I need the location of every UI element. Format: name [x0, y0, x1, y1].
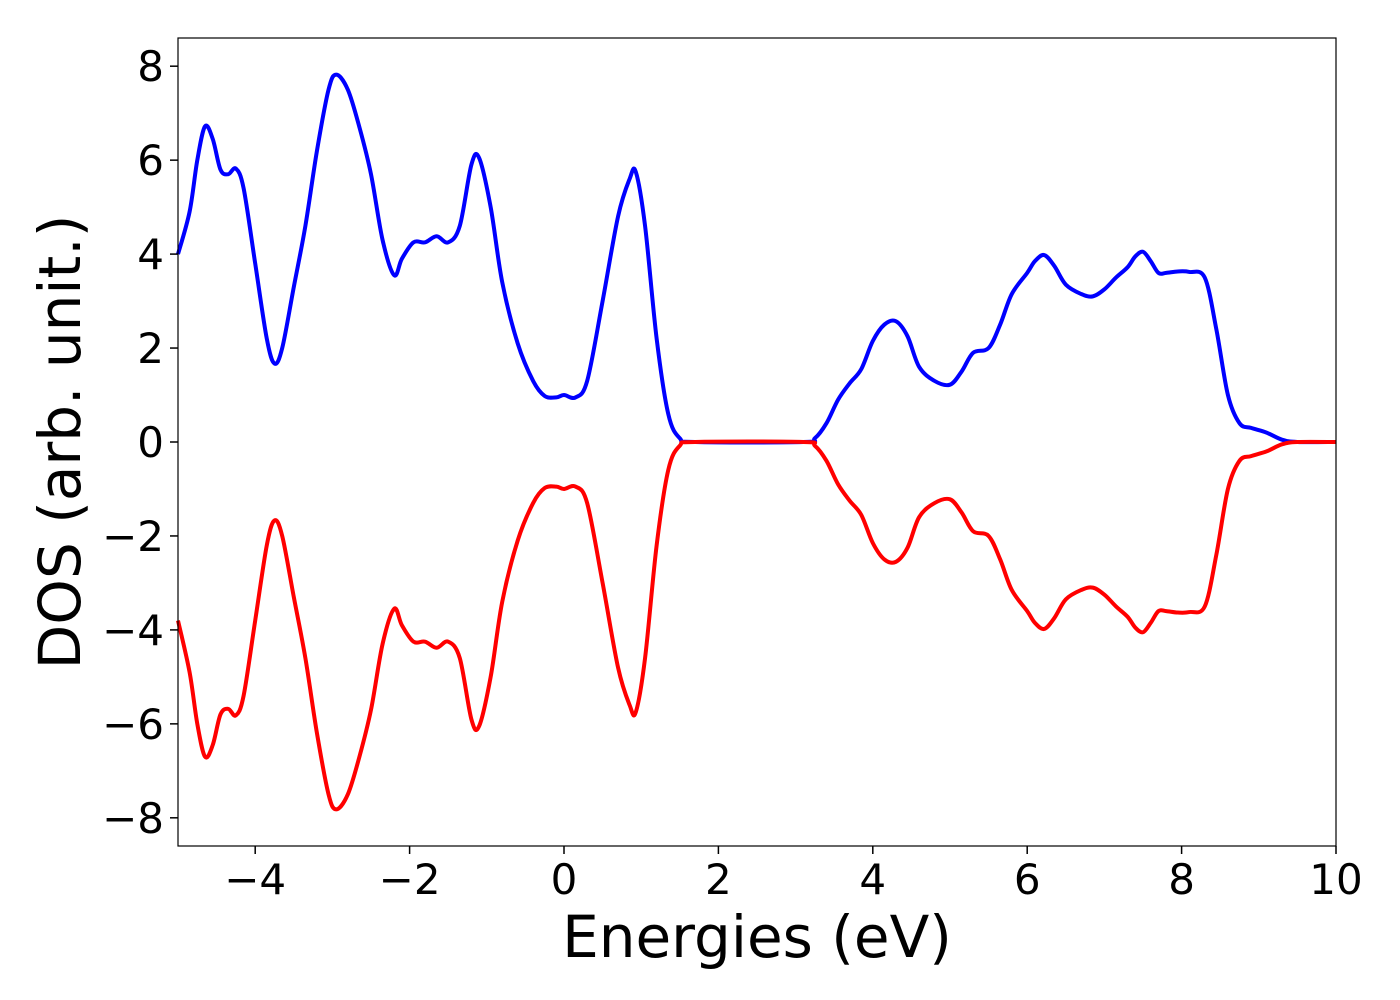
x-tick-label: 0: [551, 855, 578, 904]
x-tick-label: 8: [1168, 855, 1195, 904]
x-tick-label: −4: [224, 855, 286, 904]
y-tick-label: −6: [102, 700, 164, 749]
series-layer: [176, 72, 1337, 812]
series-line-negative: [176, 439, 1337, 812]
series-line-positive: [176, 72, 1337, 445]
x-tick-label: 2: [705, 855, 732, 904]
x-tick-label: 6: [1014, 855, 1041, 904]
y-tick-label: 6: [137, 136, 164, 185]
y-axis-ticks: 8 6 4 2 0 −2 −4 −6 −8: [102, 42, 178, 843]
y-tick-label: −2: [102, 512, 164, 561]
x-tick-label: −2: [379, 855, 441, 904]
y-tick-label: 4: [137, 230, 164, 279]
y-tick-label: 2: [137, 324, 164, 373]
y-tick-label: −4: [102, 606, 164, 655]
y-tick-label: 8: [137, 42, 164, 91]
y-tick-label: 0: [137, 418, 164, 467]
x-axis-ticks: −4 −2 0 2 4 6 8 10: [224, 846, 1363, 904]
x-tick-label: 4: [859, 855, 886, 904]
x-tick-label: 10: [1309, 855, 1362, 904]
x-axis-label: Energies (eV): [562, 903, 952, 971]
y-axis-label: DOS (arb. unit.): [26, 215, 94, 670]
y-tick-label: −8: [102, 794, 164, 843]
